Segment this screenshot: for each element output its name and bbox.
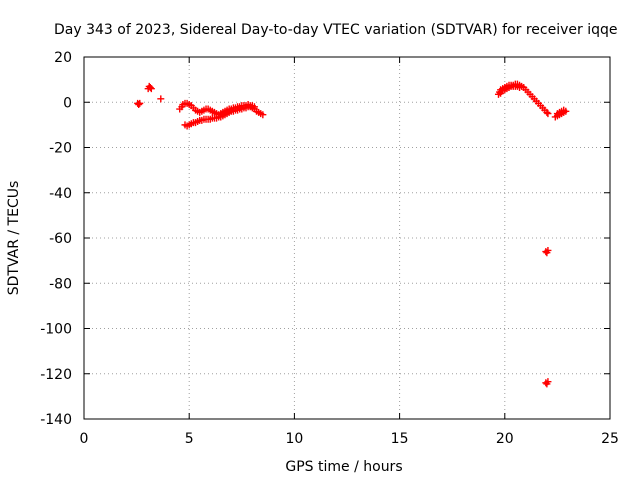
axis-ticks: 0 5 10 15 20 25 20 0 -20 -40 -60 -80 -100 -120 -140 xyxy=(40,50,619,447)
y-tick-label: -20 xyxy=(49,141,72,157)
y-tick-label: -40 xyxy=(49,186,72,202)
y-axis-title: SDTVAR / TECUs xyxy=(6,181,22,296)
x-tick-label: 0 xyxy=(80,431,89,447)
y-tick-label: 20 xyxy=(54,50,72,66)
grid xyxy=(84,57,610,419)
y-tick-label: -120 xyxy=(40,367,72,383)
y-tick-label: -60 xyxy=(49,231,72,247)
x-tick-label: 5 xyxy=(185,431,194,447)
data-point xyxy=(147,85,155,93)
y-tick-label: -100 xyxy=(40,322,72,338)
data-point xyxy=(157,95,165,103)
data-point xyxy=(544,110,552,118)
x-tick-label: 20 xyxy=(496,431,514,447)
x-tick-label: 15 xyxy=(391,431,409,447)
data-point xyxy=(135,101,143,109)
data-point xyxy=(544,378,552,386)
x-tick-label: 10 xyxy=(285,431,303,447)
data-point xyxy=(516,84,524,92)
data-point xyxy=(544,246,552,254)
y-tick-label: 0 xyxy=(63,95,72,111)
data-point xyxy=(259,111,267,119)
data-point xyxy=(146,84,154,92)
x-axis-title: GPS time / hours xyxy=(285,459,402,475)
x-tick-label: 25 xyxy=(601,431,619,447)
data-point xyxy=(250,103,258,111)
data-points xyxy=(134,80,570,388)
chart-title: Day 343 of 2023, Sidereal Day-to-day VTE… xyxy=(54,22,618,38)
data-point xyxy=(543,108,551,116)
y-tick-label: -80 xyxy=(49,276,72,292)
data-point xyxy=(136,99,144,107)
plot-frame xyxy=(83,56,611,420)
data-point xyxy=(560,106,568,114)
y-tick-label: -140 xyxy=(40,412,72,428)
